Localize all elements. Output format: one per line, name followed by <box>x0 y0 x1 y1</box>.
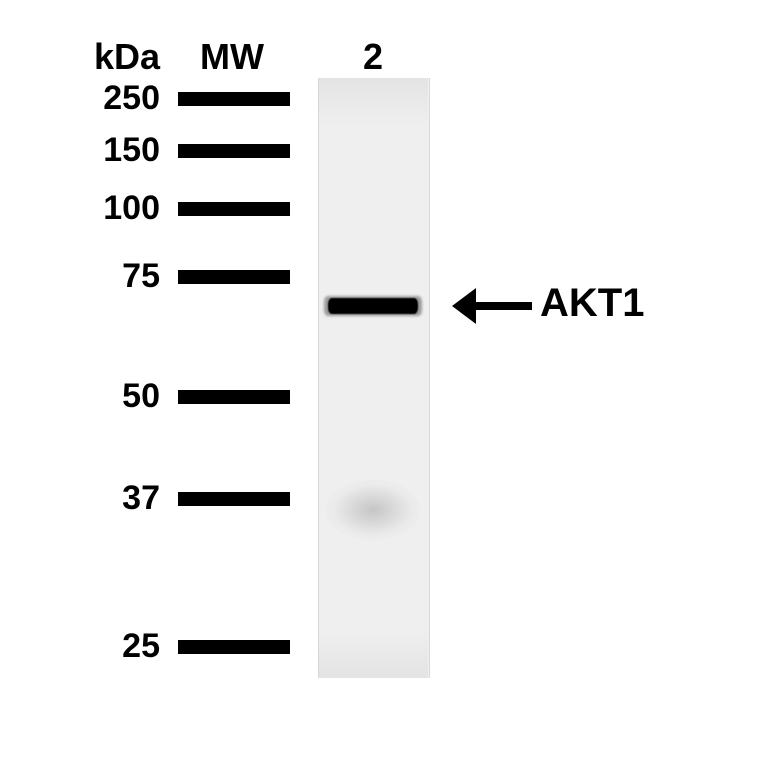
mw-band-25 <box>178 640 290 654</box>
mw-band-75 <box>178 270 290 284</box>
mw-label-100: 100 <box>103 189 160 228</box>
lane-header-mw: MW <box>200 36 264 78</box>
mw-band-250 <box>178 92 290 106</box>
akt1-band <box>328 298 418 314</box>
arrow-shaft <box>474 302 532 310</box>
mw-label-25: 25 <box>122 627 160 666</box>
mw-label-150: 150 <box>103 131 160 170</box>
lane-header-2: 2 <box>363 36 383 78</box>
unit-label: kDa <box>94 36 160 78</box>
lane2-gradient <box>318 78 428 678</box>
mw-label-37: 37 <box>122 479 160 518</box>
mw-band-37 <box>178 492 290 506</box>
target-label: AKT1 <box>540 281 644 326</box>
mw-label-50: 50 <box>122 377 160 416</box>
mw-label-75: 75 <box>122 257 160 296</box>
mw-band-50 <box>178 390 290 404</box>
lane2-smudge <box>326 480 420 540</box>
mw-band-100 <box>178 202 290 216</box>
mw-label-250: 250 <box>103 79 160 118</box>
arrow-head-icon <box>452 288 476 324</box>
mw-band-150 <box>178 144 290 158</box>
